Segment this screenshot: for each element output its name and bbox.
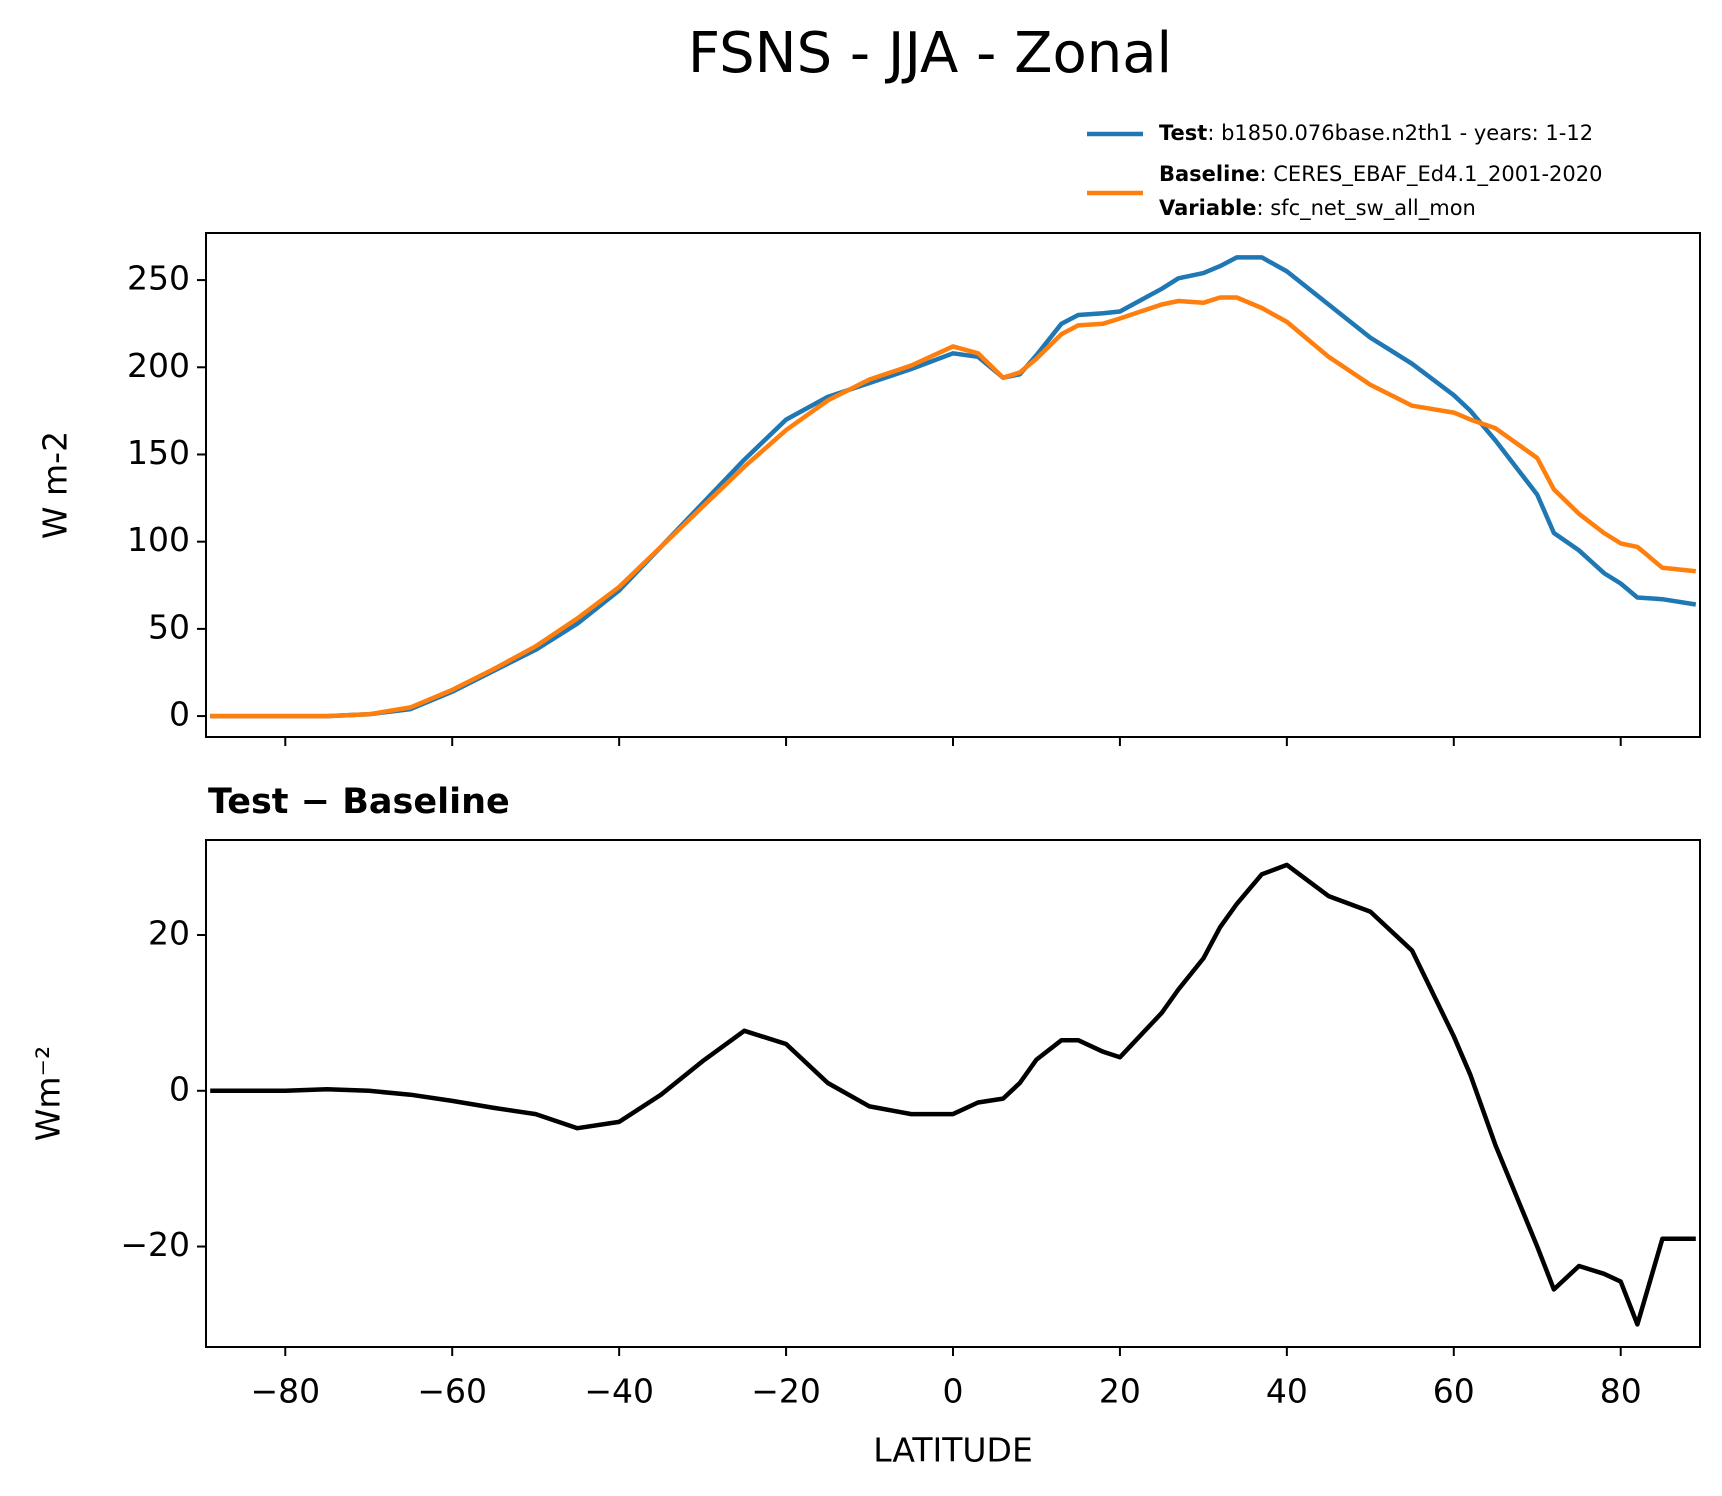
- legend-text: : b1850.076base.n2th1 - years: 1-12: [1207, 121, 1593, 145]
- legend-key: Variable: [1159, 196, 1256, 220]
- y-axis-label: W m-2: [36, 431, 75, 539]
- x-tick-label: 60: [1433, 1372, 1475, 1411]
- legend-key: Baseline: [1159, 162, 1260, 186]
- x-tick-label: −60: [417, 1372, 487, 1411]
- y-tick-label: 0: [169, 695, 190, 734]
- x-tick-label: −40: [584, 1372, 654, 1411]
- x-tick-label: 80: [1600, 1372, 1642, 1411]
- y-axis-label: Wm⁻²: [29, 1046, 68, 1141]
- y-tick-label: 250: [127, 259, 190, 298]
- y-tick-label: 20: [148, 914, 190, 953]
- x-tick-label: 40: [1266, 1372, 1308, 1411]
- legend-entry: Baseline: CERES_EBAF_Ed4.1_2001-2020: [1159, 162, 1602, 187]
- y-tick-label: 200: [127, 346, 190, 385]
- y-tick-label: 0: [169, 1069, 190, 1108]
- legend-note: Variable: sfc_net_sw_all_mon: [1159, 196, 1476, 221]
- y-tick-label: −20: [120, 1225, 190, 1264]
- y-tick-label: 100: [127, 520, 190, 559]
- x-tick-label: 20: [1099, 1372, 1141, 1411]
- x-tick-label: −80: [250, 1372, 320, 1411]
- y-tick-label: 50: [148, 607, 190, 646]
- x-axis-label: LATITUDE: [873, 1431, 1033, 1470]
- legend-key: Test: [1159, 121, 1207, 145]
- axes-title: Test − Baseline: [208, 782, 510, 822]
- series-line: [210, 862, 1696, 1327]
- y-tick-label: 150: [127, 433, 190, 472]
- legend-entry: Test: b1850.076base.n2th1 - years: 1-12: [1159, 121, 1593, 145]
- legend-text: : CERES_EBAF_Ed4.1_2001-2020: [1260, 162, 1603, 187]
- series-line: [210, 295, 1697, 719]
- axes-frame: [205, 232, 1701, 738]
- axes-frame: [205, 839, 1701, 1348]
- series-line: [210, 255, 1697, 719]
- x-tick-label: 0: [943, 1372, 964, 1411]
- figure-title: FSNS - JJA - Zonal: [688, 21, 1172, 86]
- legend-text: : sfc_net_sw_all_mon: [1256, 196, 1475, 221]
- x-tick-label: −20: [751, 1372, 821, 1411]
